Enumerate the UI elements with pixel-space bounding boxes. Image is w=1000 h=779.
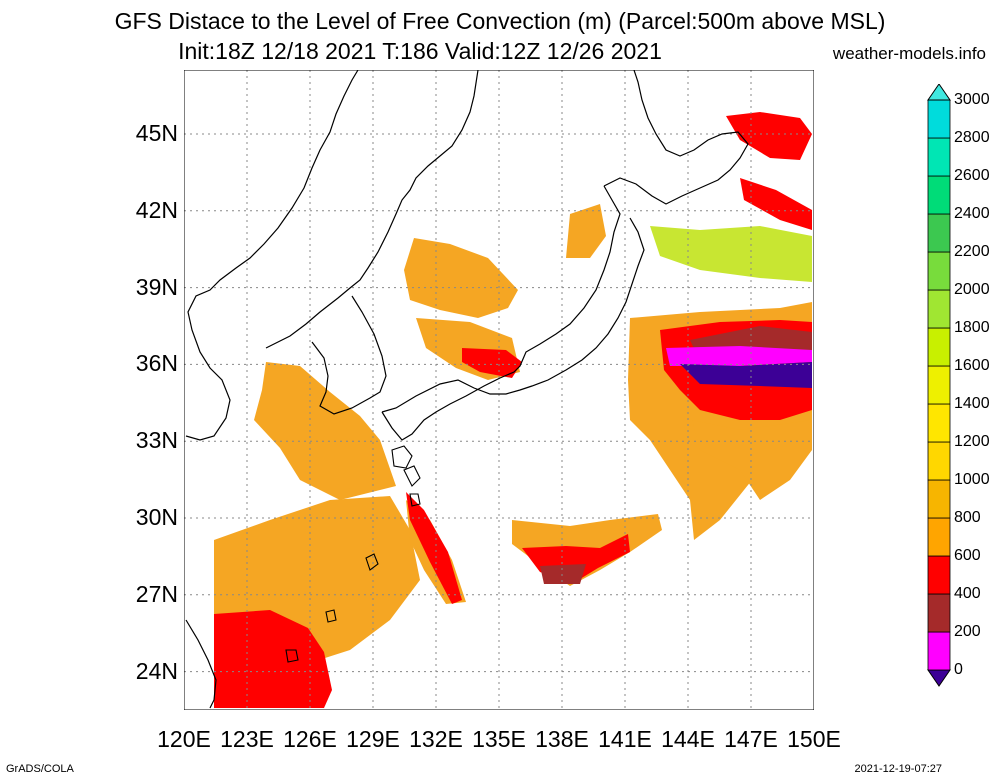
colorbar-level-label: 400 <box>954 585 981 602</box>
latitude-tick-label: 33N <box>135 427 178 454</box>
chart-subtitle: Init:18Z 12/18 2021 T:186 Valid:12Z 12/2… <box>178 38 662 64</box>
longitude-tick-label: 123E <box>220 726 274 752</box>
island-outline <box>391 445 413 469</box>
field-region <box>692 420 812 500</box>
coastline <box>185 619 217 709</box>
colorbar-swatch <box>927 441 951 481</box>
island-outline <box>325 609 337 623</box>
colorbar <box>927 84 951 687</box>
grid-layer <box>184 70 814 710</box>
coastline <box>265 70 479 349</box>
colorbar-level-label: 600 <box>954 547 981 564</box>
longitude-tick-label: 141E <box>598 726 652 752</box>
colorbar-level-label: 1200 <box>954 433 990 450</box>
longitude-tick-label: 147E <box>724 726 778 752</box>
colorbar-level-label: 2600 <box>954 167 990 184</box>
colorbar-swatch <box>927 631 951 671</box>
colorbar-swatches <box>927 84 951 687</box>
field-region <box>726 112 812 160</box>
field-region <box>680 362 812 388</box>
field-layer <box>214 112 812 708</box>
longitude-tick-label: 126E <box>283 726 337 752</box>
field-region <box>566 204 606 258</box>
island-outline <box>285 649 299 663</box>
latitude-tick-label: 39N <box>135 273 178 300</box>
colorbar-level-label: 800 <box>954 509 981 526</box>
website-label: weather-models.info <box>832 44 986 63</box>
field-region <box>214 610 332 708</box>
latitude-tick-label: 30N <box>135 504 178 530</box>
colorbar-level-label: 3000 <box>954 91 990 108</box>
colorbar-swatch <box>927 403 951 443</box>
field-region <box>666 346 812 366</box>
colorbar-swatch <box>927 593 951 633</box>
longitude-tick-label: 132E <box>409 726 463 752</box>
field-region <box>254 362 396 500</box>
colorbar-level-label: 1600 <box>954 357 990 374</box>
field-region <box>650 226 812 282</box>
longitude-tick-label: 120E <box>157 726 211 752</box>
field-region <box>406 492 462 604</box>
colorbar-level-label: 2200 <box>954 243 990 260</box>
longitude-tick-label: 135E <box>472 726 526 752</box>
colorbar-swatch <box>927 137 951 177</box>
longitude-tick-label: 129E <box>346 726 400 752</box>
latitude-tick-label: 27N <box>135 580 178 607</box>
colorbar-level-label: 2000 <box>954 281 990 298</box>
colorbar-level-label: 2800 <box>954 129 990 146</box>
coastline <box>381 185 621 441</box>
map-plot <box>184 70 814 710</box>
latitude-tick-label: 36N <box>135 350 178 377</box>
latitude-tick-label: 24N <box>135 657 178 684</box>
colorbar-swatch <box>927 517 951 557</box>
field-region <box>740 178 812 230</box>
colorbar-level-label: 1400 <box>954 395 990 412</box>
colorbar-swatch <box>927 213 951 253</box>
island-outline <box>403 465 421 487</box>
longitude-tick-label: 144E <box>661 726 715 752</box>
coastline <box>185 70 359 441</box>
field-region <box>404 238 518 318</box>
chart-title: GFS Distace to the Level of Free Convect… <box>114 8 886 34</box>
colorbar-swatch <box>927 175 951 215</box>
colorbar-level-label: 0 <box>954 661 963 678</box>
colorbar-level-label: 1800 <box>954 319 990 336</box>
field-region <box>540 564 586 584</box>
colorbar-swatch <box>927 99 951 139</box>
coastline <box>381 217 645 413</box>
footer-right: 2021-12-19-07:27 <box>854 763 942 775</box>
colorbar-swatch <box>927 555 951 595</box>
longitude-tick-label: 138E <box>535 726 589 752</box>
colorbar-level-label: 1000 <box>954 471 990 488</box>
latitude-tick-label: 42N <box>135 196 178 223</box>
colorbar-swatch <box>927 251 951 291</box>
colorbar-min-triangle <box>927 669 951 687</box>
colorbar-level-label: 2400 <box>954 205 990 222</box>
island-outline <box>409 493 421 507</box>
coastline <box>311 295 387 415</box>
field-region <box>462 348 522 378</box>
longitude-tick-label: 150E <box>787 726 841 752</box>
colorbar-swatch <box>927 365 951 405</box>
coastline <box>603 70 749 205</box>
colorbar-swatch <box>927 289 951 329</box>
latitude-tick-label: 45N <box>135 120 178 146</box>
colorbar-swatch <box>927 327 951 367</box>
coastline-layer <box>185 70 749 709</box>
footer-left: GrADS/COLA <box>6 763 74 775</box>
colorbar-level-label: 200 <box>954 623 981 640</box>
colorbar-max-triangle <box>927 84 951 101</box>
colorbar-swatch <box>927 479 951 519</box>
island-outline <box>365 553 379 571</box>
